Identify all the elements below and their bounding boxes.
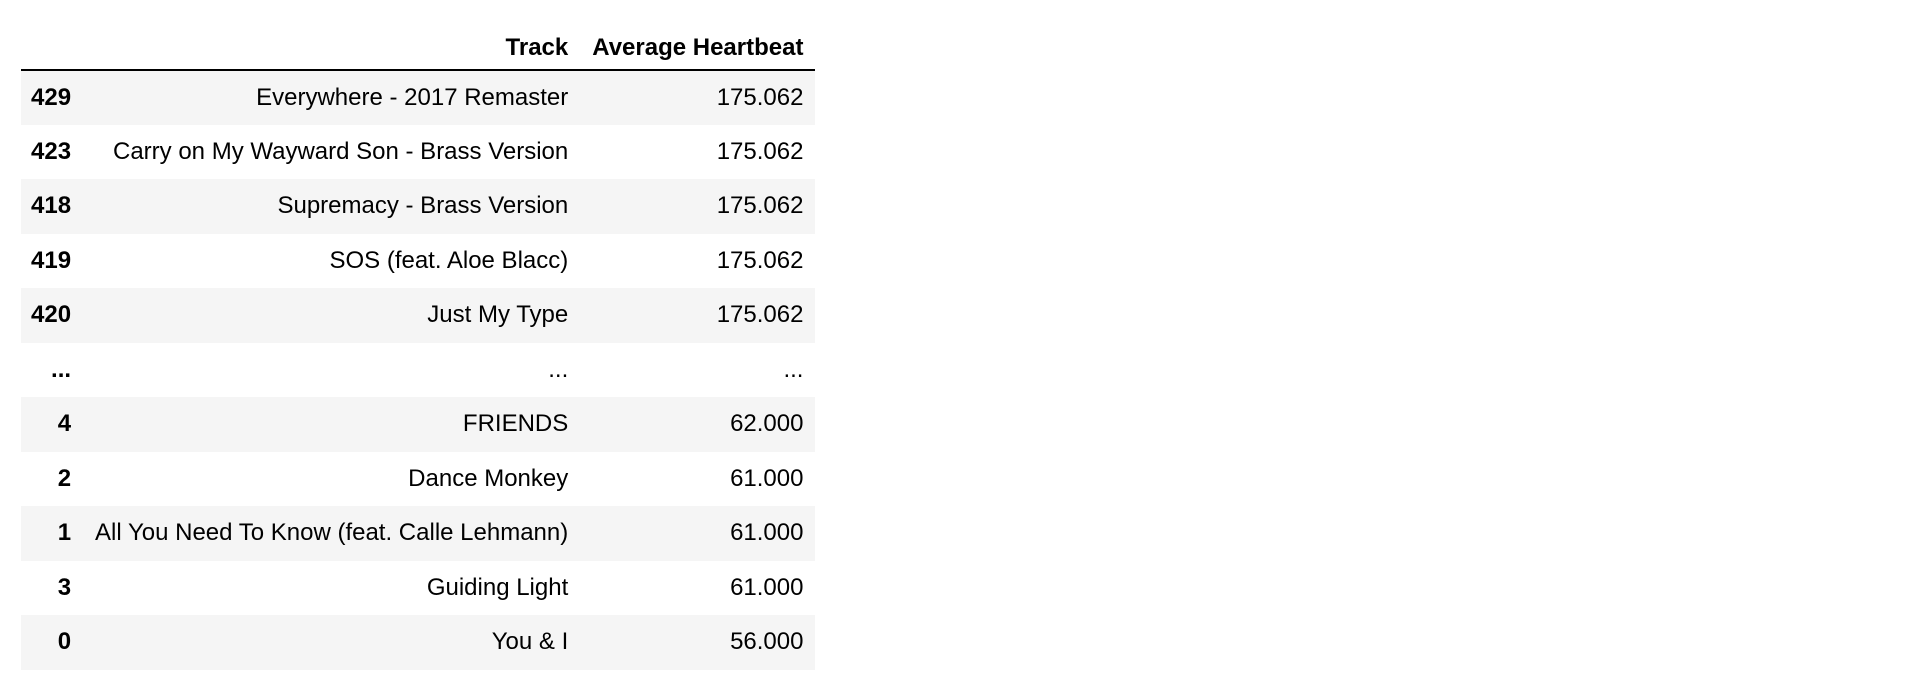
track-cell: FRIENDS	[462, 410, 569, 438]
column-header-average-heartbeat: Average Heartbeat	[580, 27, 816, 71]
track-cell: Dance Monkey	[408, 464, 569, 492]
row-index: ...	[51, 355, 72, 383]
heartbeat-cell: 175.062	[716, 137, 804, 165]
heartbeat-cell: 61.000	[730, 464, 804, 492]
table-row: 0 You & I 56.000	[21, 615, 816, 670]
row-index: 2	[57, 464, 72, 492]
table-row-ellipsis: ... ... ...	[21, 342, 816, 397]
row-index: 3	[57, 573, 72, 601]
dataframe-table: Track Average Heartbeat 429 Everywhere -…	[21, 27, 816, 670]
row-index: 1	[57, 519, 72, 547]
table-row: 3 Guiding Light 61.000	[21, 560, 816, 615]
heartbeat-cell: 56.000	[730, 628, 804, 656]
track-cell: ...	[548, 355, 569, 383]
table-row: 2 Dance Monkey 61.000	[21, 451, 816, 506]
track-cell: Just My Type	[427, 301, 569, 329]
table-header: Track Average Heartbeat	[21, 27, 816, 71]
heartbeat-cell: 175.062	[716, 192, 804, 220]
table-row: 1 All You Need To Know (feat. Calle Lehm…	[21, 506, 816, 561]
table-row: 429 Everywhere - 2017 Remaster 175.062	[21, 70, 816, 125]
heartbeat-cell: 61.000	[730, 573, 804, 601]
track-cell: Carry on My Wayward Son - Brass Version	[113, 137, 569, 165]
track-cell: You & I	[491, 628, 569, 656]
heartbeat-cell: 61.000	[730, 519, 804, 547]
row-index: 420	[31, 301, 72, 329]
heartbeat-cell: 175.062	[716, 83, 804, 111]
row-index: 429	[31, 83, 72, 111]
index-column-header	[21, 27, 84, 71]
track-cell: SOS (feat. Aloe Blacc)	[329, 246, 569, 274]
heartbeat-cell: 62.000	[730, 410, 804, 438]
row-index: 0	[57, 628, 72, 656]
column-header-track: Track	[83, 27, 581, 71]
row-index: 423	[31, 137, 72, 165]
heartbeat-cell: 175.062	[716, 246, 804, 274]
table-body: 429 Everywhere - 2017 Remaster 175.062 4…	[21, 70, 816, 670]
row-index: 419	[31, 246, 72, 274]
dataframe-output: Track Average Heartbeat 429 Everywhere -…	[21, 27, 816, 670]
track-cell: All You Need To Know (feat. Calle Lehman…	[95, 519, 569, 547]
table-row: 419 SOS (feat. Aloe Blacc) 175.062	[21, 233, 816, 288]
row-index: 4	[57, 410, 72, 438]
track-cell: Everywhere - 2017 Remaster	[256, 83, 569, 111]
table-row: 418 Supremacy - Brass Version 175.062	[21, 179, 816, 234]
table-row: 4 FRIENDS 62.000	[21, 397, 816, 452]
track-cell: Guiding Light	[426, 573, 569, 601]
table-row: 423 Carry on My Wayward Son - Brass Vers…	[21, 124, 816, 179]
heartbeat-cell: 175.062	[716, 301, 804, 329]
header-row: Track Average Heartbeat	[21, 27, 816, 71]
row-index: 418	[31, 192, 72, 220]
heartbeat-cell: ...	[783, 355, 804, 383]
track-cell: Supremacy - Brass Version	[277, 192, 569, 220]
table-row: 420 Just My Type 175.062	[21, 288, 816, 343]
